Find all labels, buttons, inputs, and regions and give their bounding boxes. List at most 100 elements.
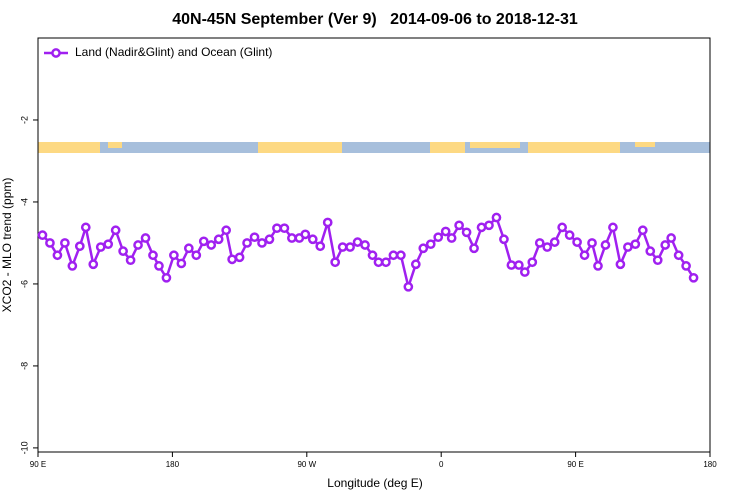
data-point	[176, 258, 187, 269]
data-point	[110, 225, 121, 236]
data-point	[652, 255, 663, 266]
data-point	[506, 260, 517, 270]
data-point	[322, 217, 333, 228]
data-point	[673, 250, 684, 261]
data-point	[133, 240, 143, 250]
data-point	[410, 259, 421, 270]
data-point	[300, 229, 311, 240]
data-point	[161, 272, 172, 283]
data-point	[499, 234, 509, 245]
data-point	[337, 242, 348, 252]
x-tick-label: 90 E	[567, 460, 583, 469]
data-point	[315, 241, 326, 252]
data-point	[88, 259, 99, 270]
data-point	[257, 238, 267, 248]
series-line	[41, 215, 695, 292]
y-tick-label: -10	[19, 441, 29, 454]
y-tick-label: -6	[19, 280, 29, 288]
data-point	[148, 250, 158, 261]
data-point	[527, 257, 538, 268]
data-point	[688, 272, 699, 283]
data-point	[103, 239, 114, 250]
data-point	[307, 234, 318, 245]
data-point	[637, 225, 648, 236]
data-point	[542, 242, 553, 252]
y-tick-label: -2	[19, 116, 29, 124]
data-point	[367, 250, 378, 261]
data-point	[234, 252, 245, 263]
data-point	[60, 238, 70, 248]
data-point	[140, 233, 151, 243]
data-point	[330, 257, 341, 268]
data-point	[360, 240, 370, 250]
data-point	[80, 222, 91, 233]
data-point	[279, 223, 290, 234]
data-point	[118, 246, 128, 256]
data-point	[213, 234, 224, 245]
data-point	[572, 237, 582, 247]
data-point	[491, 212, 502, 223]
x-tick-label: 180	[166, 460, 180, 469]
data-point	[514, 260, 524, 270]
data-point	[534, 238, 545, 248]
data-point	[352, 237, 363, 247]
data-point	[206, 240, 217, 250]
y-tick-label: -4	[19, 198, 29, 206]
y-axis-label: XCO2 - MLO trend (ppm)	[0, 178, 14, 313]
data-point	[440, 226, 451, 237]
data-point	[476, 222, 487, 233]
data-point	[345, 242, 355, 252]
data-point	[221, 225, 232, 236]
data-point	[484, 220, 494, 231]
x-axis-label: Longitude (deg E)	[327, 476, 422, 490]
data-point	[272, 223, 282, 234]
data-point	[52, 250, 63, 261]
data-point	[564, 230, 575, 241]
x-tick-label: 90 W	[297, 460, 316, 469]
data-point	[287, 233, 297, 243]
data-point	[454, 220, 464, 231]
data-point	[418, 243, 429, 254]
x-tick-label: 180	[703, 460, 717, 469]
plot-frame	[37, 37, 711, 453]
data-point	[549, 237, 560, 247]
data-point	[660, 240, 671, 250]
y-tick-label: -8	[19, 362, 29, 370]
data-point	[183, 243, 194, 254]
data-point	[630, 239, 641, 250]
data-point	[191, 250, 202, 261]
data-point	[645, 246, 656, 256]
x-tick-label: 90 E	[30, 460, 46, 469]
data-point	[388, 250, 399, 261]
chart-title: 40N-45N September (Ver 9) 2014-09-06 to …	[172, 11, 578, 28]
data-point	[433, 232, 444, 243]
data-point	[198, 236, 209, 247]
data-point	[242, 238, 252, 248]
data-point	[461, 227, 472, 238]
data-point	[381, 257, 391, 268]
data-point	[74, 241, 85, 252]
data-point	[373, 257, 384, 268]
legend-marker	[51, 48, 61, 58]
x-tick-label: 0	[439, 460, 444, 469]
data-point	[67, 261, 78, 271]
land-ocean-strip	[38, 142, 710, 153]
data-point	[45, 238, 55, 248]
data-point	[587, 238, 597, 248]
data-point	[425, 239, 436, 250]
data-point	[264, 234, 275, 245]
data-point	[396, 250, 406, 261]
data-point	[37, 230, 48, 241]
data-point	[608, 222, 618, 233]
data-point	[623, 242, 633, 252]
data-point	[593, 261, 603, 271]
data-point	[469, 243, 479, 254]
data-point	[227, 254, 237, 265]
data-point	[169, 250, 179, 261]
data-point	[681, 261, 691, 271]
data-point	[600, 240, 611, 250]
legend-label: Land (Nadir&Glint) and Ocean (Glint)	[75, 45, 272, 59]
data-point	[615, 259, 626, 270]
data-point	[125, 255, 136, 266]
